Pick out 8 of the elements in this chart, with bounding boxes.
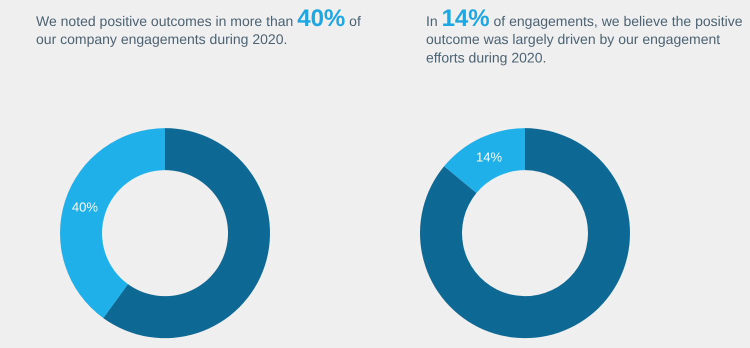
donut-slice (60, 128, 165, 318)
donut-slice (420, 128, 630, 338)
data-label: 14% (476, 150, 502, 165)
chart-title: We noted positive outcomes in more than 40% of our company engagements during 2020. (36, 5, 361, 48)
donut-slice (103, 128, 270, 338)
data-label: 40% (72, 200, 98, 215)
donut-slice (444, 128, 525, 193)
chart-title: In 14% of engagements, we believe the positive outcome was largely driven by our engagement efforts during 2020. (426, 5, 743, 66)
